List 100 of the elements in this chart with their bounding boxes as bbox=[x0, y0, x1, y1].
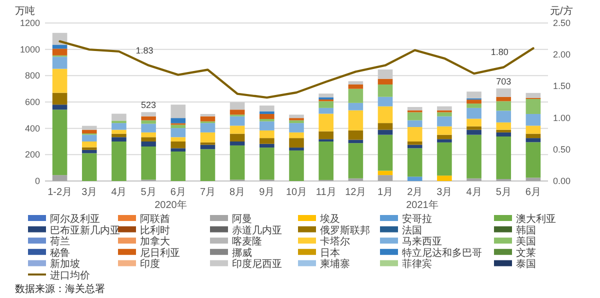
x-tick-label: 6月 bbox=[525, 187, 541, 198]
bar bbox=[170, 148, 186, 152]
bar bbox=[348, 84, 364, 89]
x-tick-label: 1月 bbox=[377, 187, 394, 198]
legend-label: 荷兰 bbox=[50, 236, 70, 248]
source-note: 数据来源：海关总署 bbox=[15, 283, 105, 295]
y-axis-title: 万吨 bbox=[15, 5, 35, 17]
bar bbox=[170, 104, 186, 118]
bar bbox=[260, 118, 274, 122]
bar bbox=[437, 142, 452, 176]
bar bbox=[378, 130, 393, 135]
x-tick-label: 5月 bbox=[140, 187, 156, 198]
bar bbox=[407, 142, 422, 145]
bar bbox=[526, 126, 541, 134]
bar bbox=[200, 132, 216, 142]
bar bbox=[230, 102, 245, 110]
bar bbox=[230, 116, 245, 126]
bar bbox=[112, 142, 126, 181]
bar bbox=[378, 96, 393, 106]
y-tick-label: 600 bbox=[24, 97, 40, 107]
bar bbox=[112, 114, 126, 121]
bar bbox=[496, 130, 512, 132]
bar bbox=[407, 127, 422, 142]
x-tick-label: 9月 bbox=[259, 187, 275, 198]
text: 2021年 bbox=[406, 199, 438, 211]
bar bbox=[289, 150, 304, 181]
legend-label: 巴布亚新几内亚 bbox=[50, 224, 120, 236]
bar bbox=[318, 108, 334, 114]
bar bbox=[82, 126, 97, 130]
bar bbox=[496, 122, 512, 130]
bar bbox=[466, 134, 482, 178]
bar bbox=[141, 137, 156, 142]
bar bbox=[230, 145, 245, 180]
bar bbox=[496, 136, 512, 180]
bar bbox=[82, 150, 97, 154]
bar bbox=[289, 132, 304, 138]
x-tick-label: 4月 bbox=[111, 187, 127, 198]
bar bbox=[318, 101, 334, 108]
legend-label: 俄罗斯联邦 bbox=[320, 224, 370, 236]
y-tick-label: 1200 bbox=[20, 18, 40, 28]
bar bbox=[260, 138, 274, 144]
bar bbox=[526, 138, 541, 142]
bar bbox=[200, 144, 216, 150]
total-label: 703 bbox=[496, 76, 512, 86]
bar bbox=[52, 56, 68, 69]
bar bbox=[318, 142, 334, 180]
legend-label: 埃及 bbox=[319, 213, 340, 225]
bar bbox=[260, 114, 274, 119]
bar bbox=[526, 114, 541, 126]
bar bbox=[318, 94, 334, 98]
legend-label: 秘鲁 bbox=[50, 246, 70, 259]
bar bbox=[112, 137, 126, 142]
legend-label: 印度 bbox=[140, 258, 160, 270]
bar bbox=[260, 121, 274, 130]
bar bbox=[526, 92, 541, 98]
bar bbox=[200, 114, 216, 116]
bar bbox=[318, 114, 334, 132]
bar bbox=[378, 106, 393, 124]
bar bbox=[260, 144, 274, 148]
legend-label: 柬埔寨 bbox=[320, 258, 350, 270]
text: 2020年 bbox=[154, 199, 187, 211]
bar bbox=[348, 110, 364, 130]
bar bbox=[82, 147, 97, 150]
x-tick-label: 7月 bbox=[200, 187, 216, 198]
y2-axis-title: 元/方 bbox=[550, 5, 573, 17]
bar bbox=[378, 134, 393, 171]
bar bbox=[289, 123, 304, 132]
bar bbox=[526, 134, 541, 138]
legend-label: 日本 bbox=[320, 246, 340, 259]
bar bbox=[52, 68, 68, 93]
bar bbox=[526, 142, 541, 178]
bar bbox=[496, 88, 512, 97]
legend-label: 美国 bbox=[516, 236, 536, 248]
bar bbox=[496, 101, 512, 111]
y2-tick-label: 2.00 bbox=[553, 50, 571, 60]
bar bbox=[466, 178, 482, 181]
bar bbox=[348, 88, 364, 103]
bar bbox=[378, 84, 393, 97]
total-label: 523 bbox=[141, 100, 156, 110]
bar bbox=[141, 132, 156, 138]
legend-label: 文莱 bbox=[516, 246, 536, 259]
bar bbox=[52, 104, 68, 110]
bar bbox=[82, 134, 97, 142]
bar bbox=[466, 126, 482, 130]
legend-label: 阿联酋 bbox=[140, 213, 170, 225]
legend-label: 加拿大 bbox=[140, 236, 170, 248]
bar bbox=[52, 175, 68, 181]
bar bbox=[141, 124, 156, 132]
bar bbox=[348, 102, 364, 110]
bar bbox=[437, 112, 452, 116]
bar bbox=[466, 130, 482, 135]
bar bbox=[230, 142, 245, 146]
bar bbox=[260, 111, 274, 114]
bar bbox=[407, 107, 422, 110]
legend-label: 赤道几内亚 bbox=[232, 224, 282, 236]
bar bbox=[348, 130, 364, 140]
bar bbox=[200, 116, 216, 122]
legend-label: 阿尔及利亚 bbox=[50, 213, 100, 225]
bar bbox=[112, 134, 126, 138]
legend-label: 尼日利亚 bbox=[140, 246, 180, 259]
